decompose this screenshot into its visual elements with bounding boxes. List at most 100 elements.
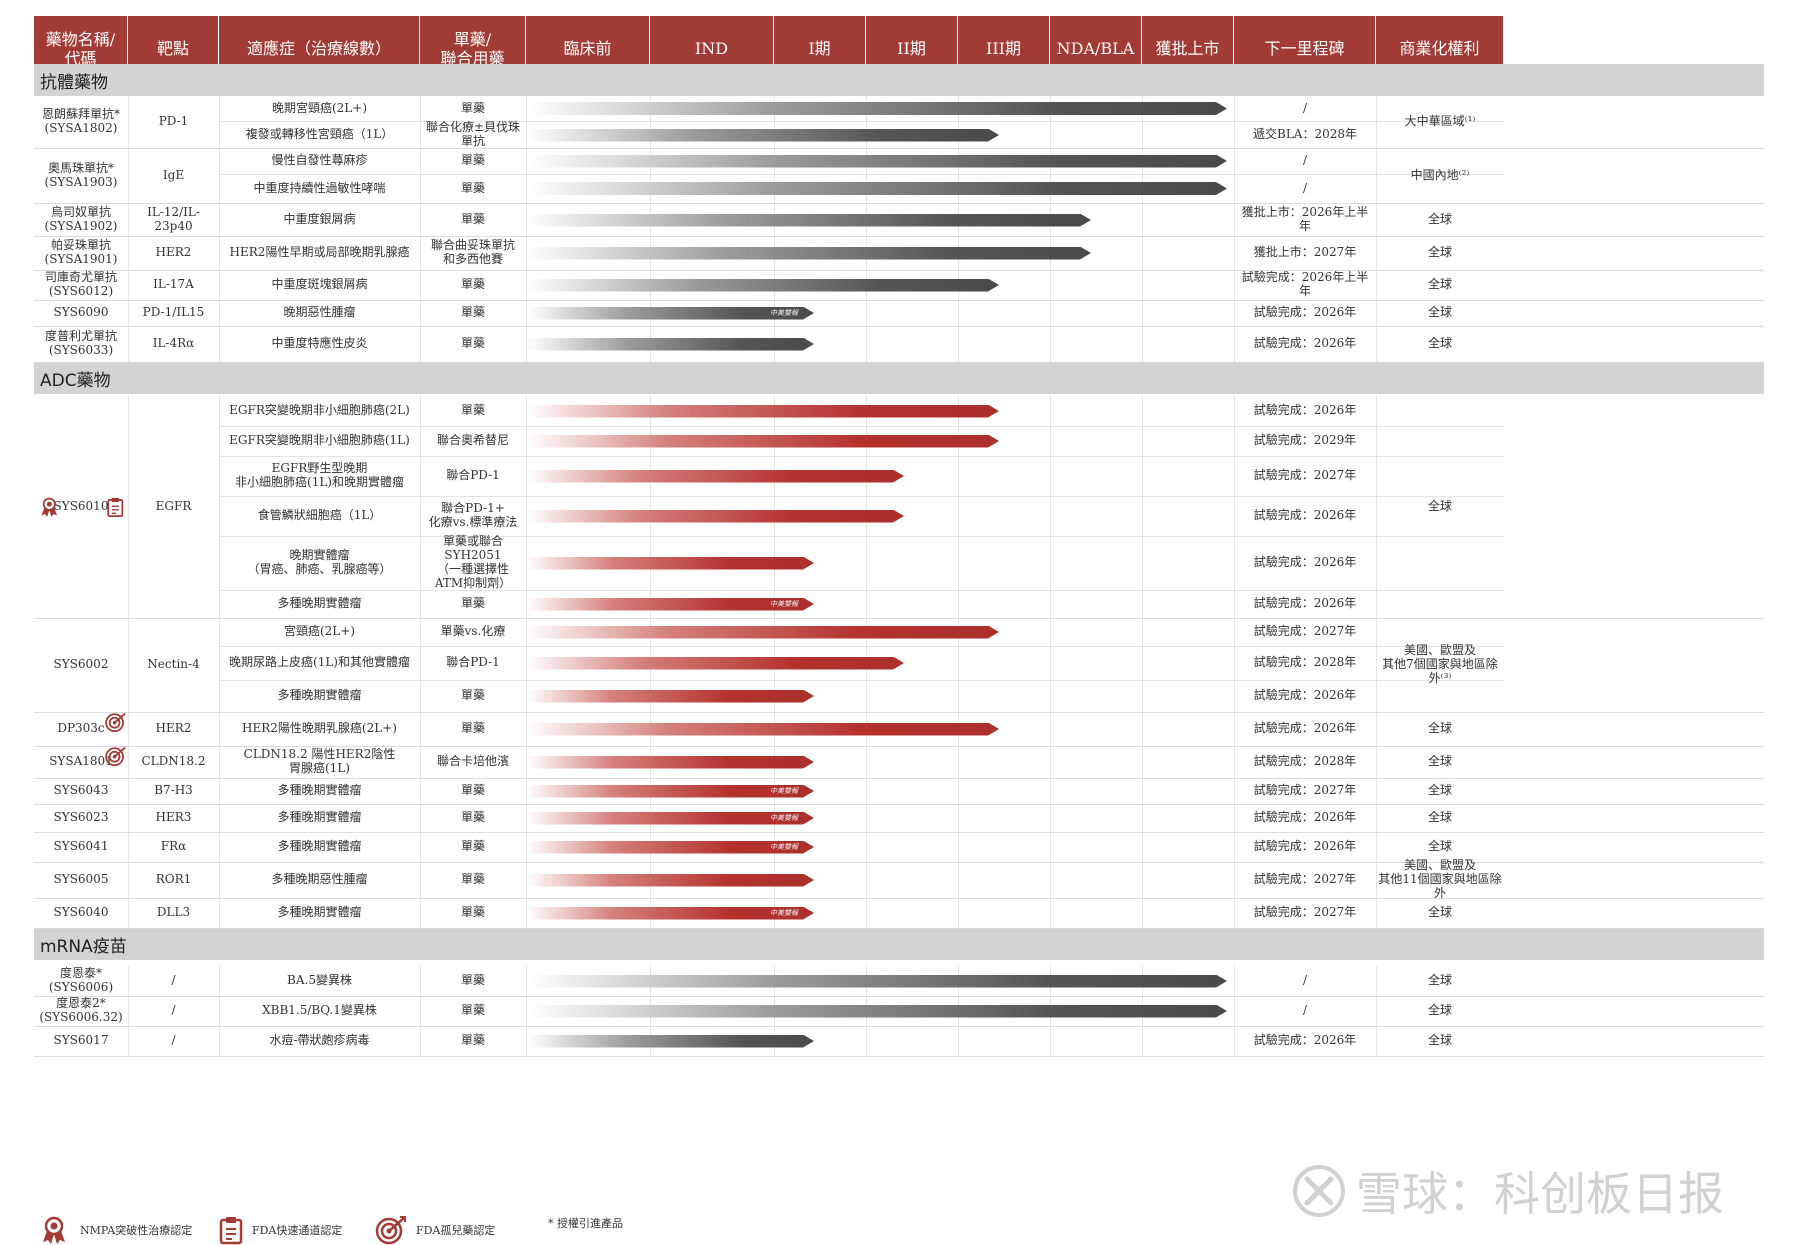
drug-cell: SYS6010 xyxy=(53,499,109,514)
group-divider xyxy=(34,898,1764,899)
group-divider xyxy=(34,270,1764,271)
indication-cell: 複發或轉移性宮頸癌（1L） xyxy=(245,127,394,142)
group-divider xyxy=(34,804,1764,805)
legend-label: FDA孤兒藥認定 xyxy=(416,1224,496,1237)
rights-cell: 全球 xyxy=(1427,499,1452,514)
stage-bar xyxy=(527,470,904,483)
drug-cell: SYS6023 xyxy=(53,810,109,825)
combo-cell: 聯合奧希替尼 xyxy=(436,433,509,448)
combo-cell: 單藥 xyxy=(460,153,485,168)
table-row: EGFR野生型晚期 非小細胞肺癌(1L)和晚期實體瘤 聯合PD-1 試驗完成：202… xyxy=(34,456,1764,496)
grid-line xyxy=(1050,396,1051,928)
stage-bar xyxy=(527,1035,814,1048)
drug-cell: 度恩泰2* (SYS6006.32) xyxy=(39,996,123,1024)
row-divider xyxy=(219,174,1504,175)
table-row: 多種晚期實體瘤 單藥 試驗完成：2027年 中美雙報 xyxy=(34,778,1764,804)
milestone-cell: 試驗完成：2028年 xyxy=(1253,754,1357,769)
milestone-cell: / xyxy=(1302,180,1308,195)
indication-cell: 慢性自發性蕁麻疹 xyxy=(271,153,368,168)
rights-cell: 全球 xyxy=(1427,973,1452,988)
drug-cell: 度恩泰* (SYS6006) xyxy=(48,966,114,994)
grid-line xyxy=(128,396,129,928)
stage-bar: 中美雙報 xyxy=(527,841,814,854)
target-cell: B7-H3 xyxy=(154,783,193,798)
rights-cell: 全球 xyxy=(1427,277,1452,292)
grid-line xyxy=(1142,96,1143,362)
grid-line xyxy=(526,96,527,362)
snowball-logo-icon xyxy=(1293,1165,1345,1217)
grid-line xyxy=(420,966,421,1056)
indication-cell: EGFR野生型晚期 非小細胞肺癌(1L)和晚期實體瘤 xyxy=(235,461,404,489)
group-divider xyxy=(34,148,1764,149)
milestone-cell: / xyxy=(1302,1003,1308,1018)
combo-cell: 聯合PD-1+ 化療vs.標準療法 xyxy=(428,501,518,529)
stage-bar xyxy=(527,247,1091,260)
legend-label: FDA快速通道認定 xyxy=(252,1224,343,1237)
target-cell: DLL3 xyxy=(156,905,191,920)
combo-cell: 單藥 xyxy=(460,721,485,736)
fda-orphan-icon xyxy=(105,746,126,767)
grid-line xyxy=(420,396,421,928)
combo-cell: 單藥 xyxy=(460,277,485,292)
stage-bar xyxy=(527,155,1227,168)
table-row: 宮頸癌(2L+) 單藥vs.化療 試驗完成：2027年 xyxy=(34,618,1764,646)
row-divider xyxy=(219,590,1504,591)
dual-filing-label: 中美雙報 xyxy=(770,813,798,822)
rights-cell: 全球 xyxy=(1427,839,1452,854)
stage-bar xyxy=(527,279,999,292)
legend-item-licensed: * 授權引進產品 xyxy=(548,1215,623,1231)
indication-cell: HER2陽性晚期乳腺癌(2L+) xyxy=(242,721,397,736)
milestone-cell: 試驗完成：2026年 xyxy=(1253,721,1357,736)
table-row: BA.5變異株 單藥 / xyxy=(34,966,1764,996)
stage-bar: 中美雙報 xyxy=(527,307,814,320)
legend-label: * 授權引進產品 xyxy=(548,1217,623,1230)
combo-cell: 單藥 xyxy=(460,872,485,887)
grid-line xyxy=(128,966,129,1056)
target-cell: PD-1/IL15 xyxy=(142,305,205,320)
stage-bar xyxy=(527,874,814,887)
group-divider xyxy=(34,300,1764,301)
milestone-cell: 試驗完成：2027年 xyxy=(1253,468,1357,483)
watermark-text: 雪球：科创板日报 xyxy=(1356,1167,1724,1221)
row-divider xyxy=(219,426,1504,427)
dual-filing-label: 中美雙報 xyxy=(770,908,798,917)
table-row: EGFR突變晚期非小細胞肺癌(1L) 聯合奧希替尼 試驗完成：2029年 xyxy=(34,426,1764,456)
nmpa-breakthrough-icon xyxy=(43,1216,65,1244)
legend-item-orphan: FDA孤兒藥認定 xyxy=(374,1215,495,1245)
combo-cell: 單藥 xyxy=(460,180,485,195)
target-cell: / xyxy=(171,973,176,988)
rights-cell: 大中華區域⁽¹⁾ xyxy=(1404,114,1476,129)
drug-cell: 度普利尤單抗 (SYS6033) xyxy=(44,329,117,357)
milestone-cell: 試驗完成：2026年 xyxy=(1253,336,1357,351)
table-row: 多種晚期惡性腫瘤 單藥 試驗完成：2027年 xyxy=(34,862,1764,898)
row-divider xyxy=(219,536,1504,537)
group-divider xyxy=(34,362,1764,363)
table-row: HER2陽性早期或局部晚期乳腺癌 聯合曲妥珠單抗 和多西他賽 獲批上市：2027年 xyxy=(34,236,1764,270)
stage-bar xyxy=(527,756,814,769)
table-row: 晚期惡性腫瘤 單藥 試驗完成：2026年 中美雙報 xyxy=(34,300,1764,326)
milestone-cell: 試驗完成：2027年 xyxy=(1253,624,1357,639)
grid-line xyxy=(866,96,867,362)
group-divider xyxy=(34,712,1764,713)
group-divider xyxy=(34,928,1764,929)
target-cell: ROR1 xyxy=(155,872,192,887)
grid-line xyxy=(1376,396,1377,928)
grid-line xyxy=(650,96,651,362)
drug-cell: SYS6090 xyxy=(53,305,109,320)
grid-line xyxy=(1050,96,1051,362)
drug-cell: 奧馬珠單抗* (SYSA1903) xyxy=(44,160,118,189)
drug-cell: 司庫奇尤單抗 (SYS6012) xyxy=(44,270,117,298)
indication-cell: 中重度斑塊銀屑病 xyxy=(271,277,368,292)
row-divider xyxy=(219,456,1504,457)
grid-line xyxy=(958,396,959,928)
combo-cell: 單藥 xyxy=(460,212,485,227)
fda-fast-track-icon xyxy=(219,1217,243,1245)
watermark: 雪球：科创板日报 xyxy=(1292,1158,1724,1224)
stage-bar xyxy=(527,182,1227,195)
table-row: 慢性自發性蕁麻疹 單藥 / xyxy=(34,148,1764,174)
drug-cell: SYSA1801 xyxy=(49,754,113,769)
indication-cell: 晚期宮頸癌(2L+) xyxy=(271,100,368,115)
indication-cell: 多種晚期實體瘤 xyxy=(277,810,362,825)
indication-cell: 中重度銀屑病 xyxy=(283,212,356,227)
drug-cell: SYS6040 xyxy=(53,905,109,920)
